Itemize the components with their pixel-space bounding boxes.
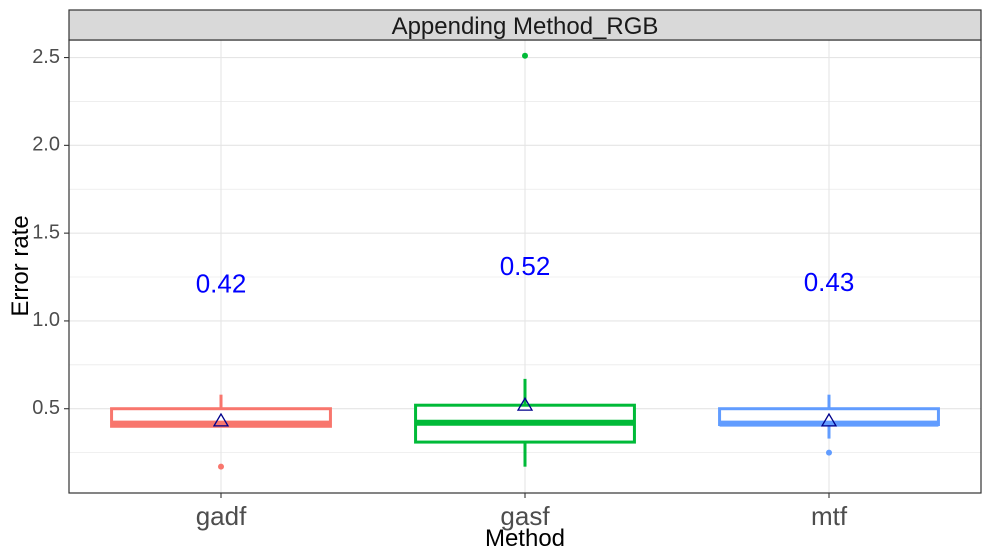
x-tick-label-mtf: mtf — [811, 501, 848, 531]
y-tick-label: 1.5 — [32, 221, 60, 243]
outlier-point — [826, 449, 832, 456]
y-axis-title: Error rate — [7, 215, 34, 316]
x-tick-label-gadf: gadf — [196, 501, 247, 531]
y-tick-label: 1.0 — [32, 309, 60, 331]
outlier-point — [218, 463, 224, 470]
y-tick-label: 2.0 — [32, 134, 60, 156]
box-layer — [110, 52, 940, 470]
y-tick-label: 2.5 — [32, 46, 60, 68]
x-tick-label-gasf: gasf — [500, 501, 550, 531]
mean-marker — [820, 412, 838, 427]
y-tick-label: 0.5 — [32, 397, 60, 419]
axis-layer: 0.5 1.0 1.5 2.0 2.5 gadf gasf mtf — [32, 46, 848, 531]
strip-background — [68, 9, 982, 41]
x-axis-title: Method — [485, 525, 565, 552]
mean-annotation-gadf: 0.42 — [196, 269, 247, 299]
box-mtf — [718, 394, 940, 456]
mean-marker — [212, 412, 230, 427]
box-gadf — [110, 394, 332, 470]
mean-annotation-mtf: 0.43 — [804, 267, 855, 297]
mean-annotation-gasf: 0.52 — [500, 251, 551, 281]
mean-marker — [516, 396, 534, 411]
annotation-layer: 0.42 0.52 0.43 — [196, 251, 855, 299]
outlier-point — [522, 52, 528, 59]
strip-title: Appending Method_RGB — [392, 13, 659, 40]
box-gasf — [414, 52, 636, 467]
